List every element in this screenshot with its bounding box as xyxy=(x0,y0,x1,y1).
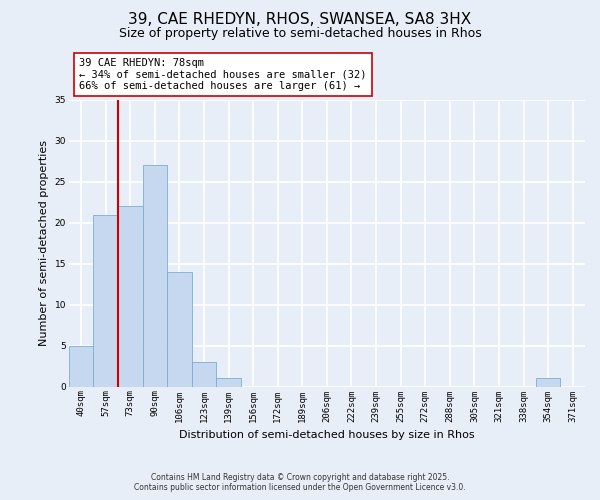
Bar xyxy=(536,378,560,386)
Text: Contains HM Land Registry data © Crown copyright and database right 2025.
Contai: Contains HM Land Registry data © Crown c… xyxy=(134,473,466,492)
Text: 39, CAE RHEDYN, RHOS, SWANSEA, SA8 3HX: 39, CAE RHEDYN, RHOS, SWANSEA, SA8 3HX xyxy=(128,12,472,28)
Text: Size of property relative to semi-detached houses in Rhos: Size of property relative to semi-detach… xyxy=(119,28,481,40)
Y-axis label: Number of semi-detached properties: Number of semi-detached properties xyxy=(39,140,49,346)
X-axis label: Distribution of semi-detached houses by size in Rhos: Distribution of semi-detached houses by … xyxy=(179,430,475,440)
Bar xyxy=(192,362,217,386)
Bar xyxy=(69,346,94,387)
Bar xyxy=(143,166,167,386)
Bar xyxy=(94,214,118,386)
Bar xyxy=(118,206,143,386)
Bar xyxy=(167,272,192,386)
Text: 39 CAE RHEDYN: 78sqm
← 34% of semi-detached houses are smaller (32)
66% of semi-: 39 CAE RHEDYN: 78sqm ← 34% of semi-detac… xyxy=(79,58,367,91)
Bar xyxy=(217,378,241,386)
